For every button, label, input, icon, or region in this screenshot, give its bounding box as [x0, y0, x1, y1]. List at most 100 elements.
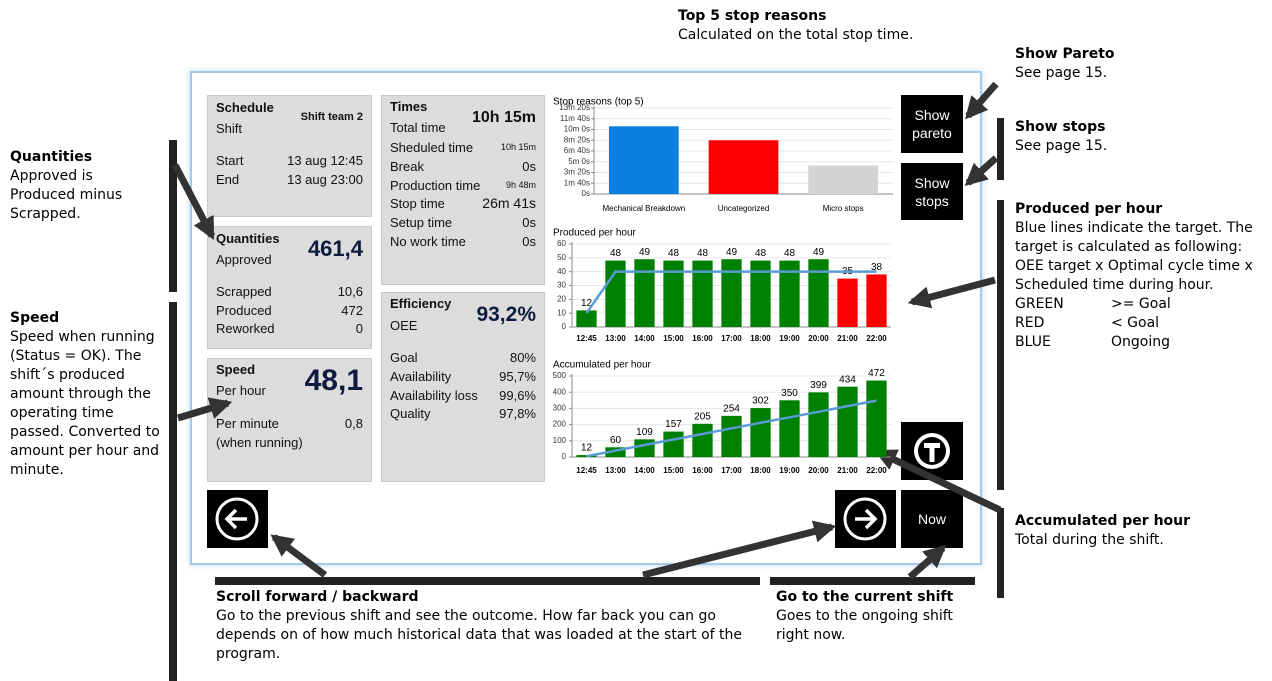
label: No work time — [390, 234, 466, 249]
label: Setup time — [390, 215, 453, 230]
label: Reworked — [216, 321, 275, 336]
quantities-panel: Quantities Approved 461,4 Scrapped 10,6 … — [207, 226, 372, 349]
annotation-text: Go to the previous shift and see the out… — [216, 608, 743, 662]
annotation-bar — [997, 200, 1004, 490]
legend-color: BLUE — [1015, 334, 1051, 350]
speed-panel: Speed Per hour 48,1 Per minute 0,8 (when… — [207, 358, 372, 482]
legend: GREEN >= Goal RED < Goal BLUE Ongoing — [1015, 295, 1267, 352]
value: 0s — [522, 159, 536, 174]
annotation-title: Scroll forward / backward — [216, 589, 419, 605]
label: Total time — [390, 120, 446, 135]
annotation-text: Total during the shift. — [1015, 532, 1164, 548]
forward-button[interactable] — [835, 490, 896, 548]
label: Availability — [390, 369, 452, 384]
annotation: Speed Speed when running (Status = OK). T… — [10, 309, 165, 480]
legend-row: GREEN >= Goal — [1015, 295, 1267, 314]
annotation-text: Calculated on the total stop time. — [678, 27, 914, 43]
value: 26m 41s — [482, 195, 536, 211]
legend-color: GREEN — [1015, 296, 1064, 312]
annotation-title: Produced per hour — [1015, 201, 1163, 217]
label: OEE — [390, 318, 418, 333]
annotation: Produced per hour Blue lines indicate the… — [1015, 200, 1267, 352]
value: 10h 15m — [471, 109, 536, 126]
annotation-title: Go to the current shift — [776, 589, 954, 605]
team: Shift team 2 — [300, 111, 363, 123]
label: Sheduled time — [390, 140, 474, 155]
panel-title: Efficiency — [390, 296, 452, 311]
annotation-bar — [215, 577, 760, 585]
t-icon — [914, 433, 950, 469]
now-button[interactable]: Now — [901, 490, 963, 548]
panel-title: Times — [390, 99, 428, 114]
annotation-title: Speed — [10, 310, 60, 326]
annotation: Show Pareto See page 15. — [1015, 45, 1265, 83]
label: Production time — [390, 178, 481, 193]
annotation-title: Show Pareto — [1015, 46, 1115, 62]
label: Shift — [216, 121, 243, 136]
annotation-bar — [997, 118, 1004, 180]
annotation-text: Speed when running (Status = OK). The sh… — [10, 329, 160, 478]
label: Break — [390, 159, 424, 174]
value: 0 — [355, 321, 363, 336]
show-pareto-button[interactable]: Show pareto — [901, 95, 963, 153]
value: 13 aug 12:45 — [287, 153, 363, 168]
legend-color: RED — [1015, 315, 1045, 331]
big-value: 48,1 — [304, 364, 363, 397]
show-stops-button[interactable]: Show stops — [901, 163, 963, 220]
label: Scrapped — [216, 284, 272, 299]
annotation-text: See page 15. — [1015, 138, 1108, 154]
annotation-text: See page 15. — [1015, 65, 1108, 81]
value: 10,6 — [337, 284, 363, 299]
annotation-title: Quantities — [10, 149, 93, 165]
value: 0s — [522, 234, 536, 249]
value: 472 — [341, 303, 363, 318]
annotation: Accumulated per hour Total during the shi… — [1015, 512, 1265, 550]
annotation-title: Accumulated per hour — [1015, 513, 1191, 529]
annotation: Go to the current shift Goes to the ongoi… — [776, 588, 971, 645]
annotation: Scroll forward / backward Go to the previ… — [216, 588, 746, 664]
label: Produced — [216, 303, 272, 318]
panel-title: Quantities — [216, 231, 280, 246]
back-icon — [215, 497, 259, 541]
annotation-bar — [997, 508, 1004, 598]
panel-title: Speed — [216, 362, 256, 377]
value: 99,6% — [499, 388, 536, 403]
big-value: 461,4 — [307, 236, 363, 261]
big-value: 93,2% — [476, 303, 536, 326]
t-button[interactable] — [901, 422, 963, 480]
efficiency-panel: Efficiency OEE 93,2% Goal 80% Availabili… — [381, 292, 545, 482]
value: 97,8% — [499, 406, 536, 421]
value: 0,8 — [344, 416, 363, 431]
annotation-bar — [169, 140, 177, 292]
legend-meaning: Ongoing — [1111, 334, 1170, 350]
annotation-text: Goes to the ongoing shift right now. — [776, 608, 953, 643]
annotation-text: Blue lines indicate the target. The targ… — [1015, 220, 1253, 293]
panel-title: Schedule — [216, 100, 274, 115]
schedule-panel: Schedule Shift team 2 Shift Start 13 aug… — [207, 95, 372, 217]
label: Stop time — [390, 196, 445, 211]
annotation-title: Top 5 stop reasons — [678, 8, 827, 24]
value: 10h 15m — [500, 142, 536, 152]
value: 0s — [522, 215, 536, 230]
label: Approved — [216, 252, 272, 267]
label: Per minute — [216, 416, 279, 431]
label: (when running) — [216, 435, 303, 450]
annotation-text: Approved is Produced minus Scrapped. — [10, 168, 123, 222]
label: Availability loss — [390, 388, 478, 403]
annotation: Quantities Approved is Produced minus Scr… — [10, 148, 160, 224]
label: End — [216, 172, 240, 187]
times-panel: Times Total time 10h 15m Sheduled time 1… — [381, 95, 545, 285]
value: 80% — [509, 350, 536, 365]
label: Quality — [390, 406, 431, 421]
back-button[interactable] — [207, 490, 268, 548]
legend-meaning: < Goal — [1111, 315, 1160, 331]
legend-row: RED < Goal — [1015, 314, 1267, 333]
annotation-bar — [169, 302, 177, 681]
value: 9h 48m — [505, 180, 536, 190]
label: Start — [216, 153, 244, 168]
value: 95,7% — [499, 369, 536, 384]
annotation-bar — [770, 577, 975, 585]
annotation: Top 5 stop reasons Calculated on the tota… — [678, 7, 978, 45]
forward-icon — [843, 497, 887, 541]
